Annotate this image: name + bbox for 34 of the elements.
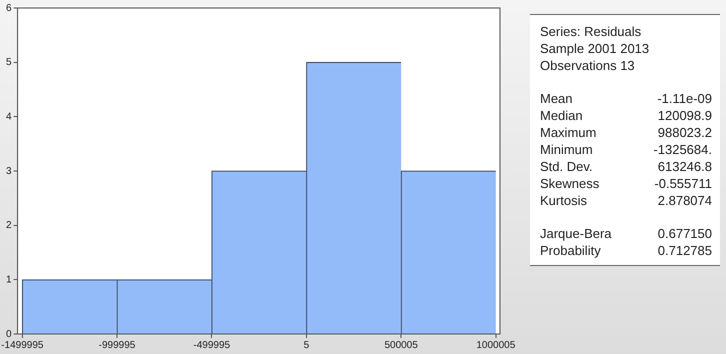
- text: Observations 13: [540, 57, 636, 74]
- text: Mean: [540, 90, 573, 107]
- x-tick-label: 1000005: [476, 340, 516, 351]
- text: Skewness: [540, 175, 600, 192]
- text: 2.878074: [658, 192, 712, 209]
- text: Jarque-Bera: [540, 225, 612, 242]
- text: Minimum: [540, 141, 593, 158]
- text: 613246.8: [658, 158, 712, 175]
- y-tick-label: 0: [6, 328, 12, 340]
- x-tick-label: -499995: [193, 340, 230, 351]
- text: Std. Dev.: [540, 158, 593, 175]
- text: -0.555711: [654, 175, 712, 192]
- y-tick-label: 5: [6, 57, 12, 68]
- x-tick-label: -999995: [98, 340, 136, 351]
- text: 0.712785: [658, 242, 712, 259]
- text: Maximum: [540, 124, 596, 141]
- y-tick-label: 3: [6, 166, 12, 177]
- y-tick-label: 6: [6, 2, 12, 14]
- text: -1325684.: [653, 141, 712, 158]
- text: 120098.9: [658, 107, 712, 124]
- x-tick-label: 500005: [384, 340, 418, 351]
- text: Probability: [540, 242, 601, 259]
- text: Median: [540, 107, 583, 124]
- x-tick-label: 5: [304, 340, 310, 351]
- text: 0.677150: [658, 225, 712, 242]
- text: -1.11e-09: [657, 90, 712, 107]
- text: 988023.2: [658, 124, 712, 141]
- y-tick-label: 2: [6, 220, 12, 232]
- text: Sample 2001 2013: [540, 40, 650, 57]
- x-tick-label: -1499995: [1, 340, 44, 351]
- text: Kurtosis: [540, 192, 587, 209]
- y-tick-label: 1: [6, 274, 12, 286]
- y-tick-label: 4: [6, 111, 12, 122]
- text: Series: Residuals: [540, 23, 642, 40]
